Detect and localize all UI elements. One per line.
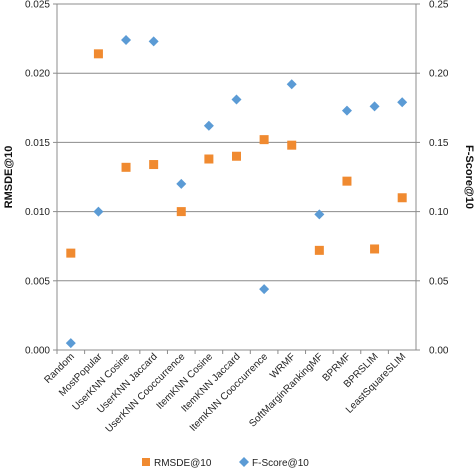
rmsde-point — [397, 193, 407, 203]
y-tick-label: 0.010 — [25, 207, 50, 218]
rmsde-point — [149, 160, 159, 170]
y-tick-label: 0.020 — [25, 69, 50, 80]
rmsde-point — [342, 176, 352, 186]
y-tick-label: 0.015 — [25, 138, 50, 149]
rmsde-point — [259, 135, 269, 145]
legend-label: RMSDE@10 — [154, 458, 212, 469]
y2-tick-label: 0.05 — [429, 276, 449, 287]
fscore-point — [231, 94, 242, 105]
fscore-point — [148, 36, 159, 47]
y2-tick-label: 0.10 — [429, 207, 449, 218]
fscore-point — [203, 120, 214, 131]
y-tick-label: 0.025 — [25, 0, 50, 11]
fscore-point — [369, 101, 380, 112]
legend: RMSDE@10 F-Score@10 — [142, 457, 309, 469]
rmsde-point — [93, 49, 103, 59]
rmsde-point — [370, 244, 380, 254]
y2-tick-label: 0.15 — [429, 138, 449, 149]
gridlines — [57, 3, 416, 351]
fscore-point — [65, 338, 76, 349]
fscore-point — [93, 206, 104, 217]
fscore-point — [397, 97, 408, 108]
y2-tick-label: 0.00 — [429, 346, 449, 357]
rmsde-point — [176, 207, 186, 217]
data-points — [65, 34, 408, 349]
fscore-point — [341, 105, 352, 116]
rmsde-point — [232, 151, 241, 161]
y2-tick-label: 0.20 — [429, 69, 449, 80]
y2-tick-label: 0.25 — [429, 0, 449, 11]
fscore-point — [314, 209, 325, 220]
legend-diamond-marker — [239, 457, 249, 467]
y-tick-label: 0.005 — [25, 276, 50, 287]
left-axis-ticks: 0.000 0.005 0.010 0.015 0.020 0.025 — [25, 0, 57, 357]
fscore-point — [259, 284, 270, 295]
fscore-point — [286, 79, 297, 90]
fscore-point — [176, 178, 187, 189]
y-axis-title: RMSDE@10 — [3, 146, 15, 209]
right-axis-ticks: 0.00 0.05 0.10 0.15 0.20 0.25 — [416, 0, 449, 357]
rmsde-point — [204, 154, 214, 164]
rmsde-point — [314, 245, 324, 255]
rmsde-point — [121, 162, 131, 172]
rmsde-point — [287, 140, 297, 150]
y2-axis-title: F-Score@10 — [463, 145, 474, 209]
fscore-point — [121, 34, 132, 45]
rmsde-point — [66, 248, 76, 258]
legend-square-marker — [142, 458, 150, 466]
legend-label: F-Score@10 — [252, 458, 309, 469]
y-tick-label: 0.000 — [25, 346, 50, 357]
